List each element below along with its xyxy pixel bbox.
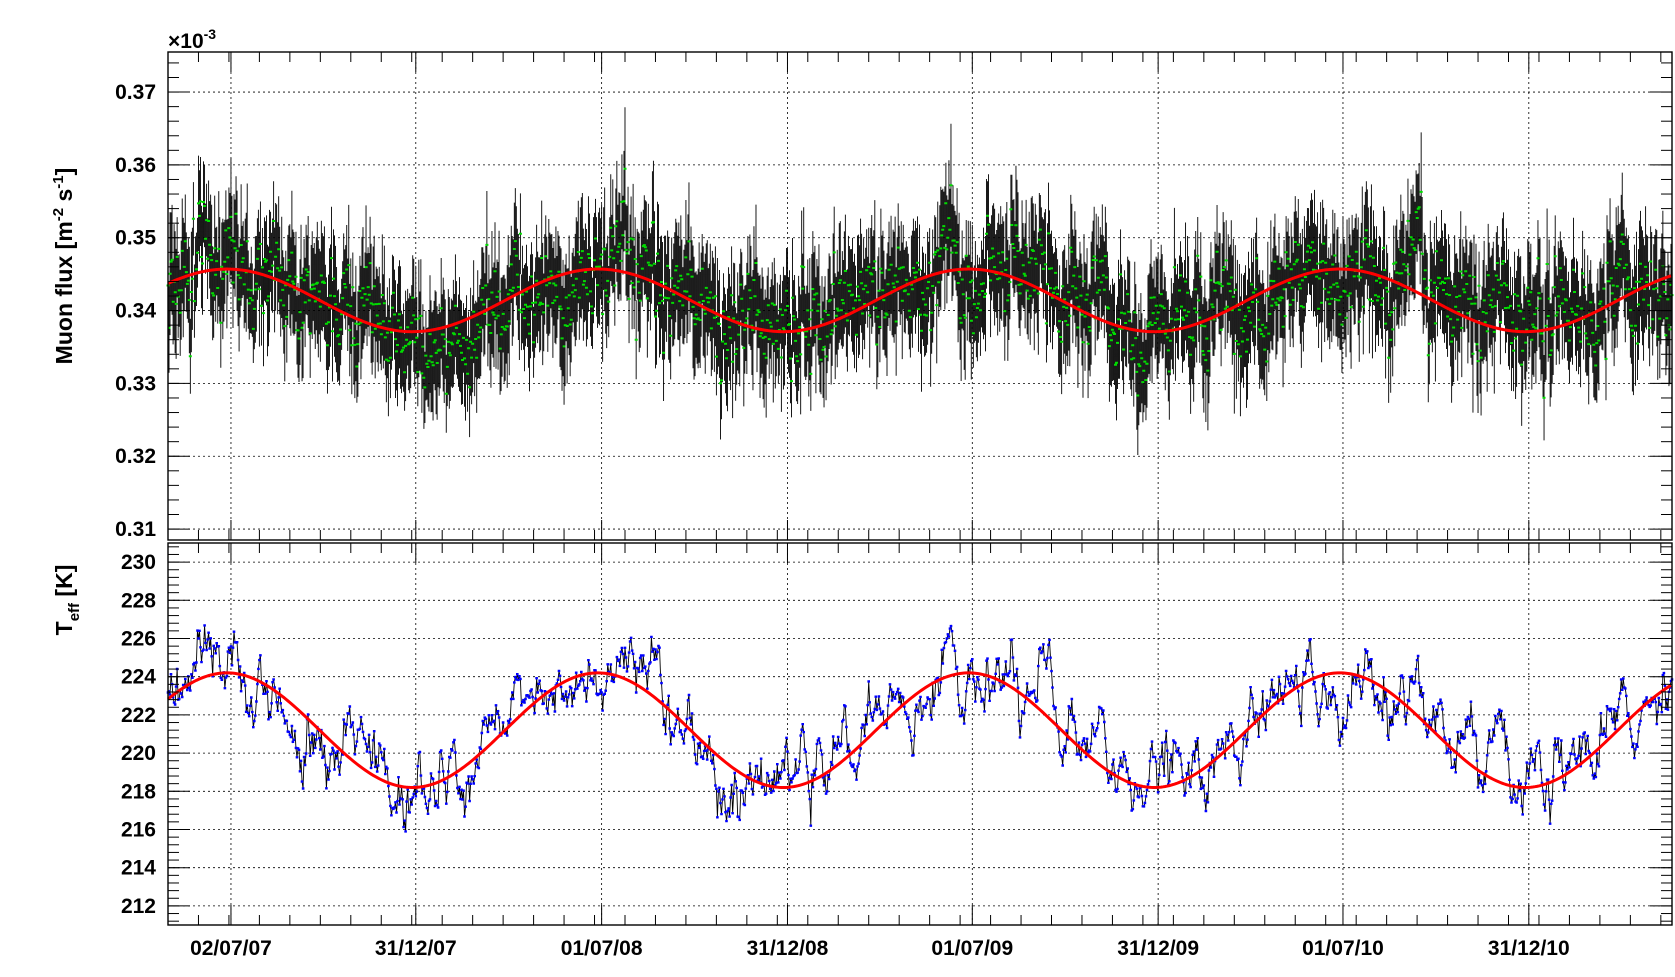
y-tick-label: 0.33	[115, 372, 156, 395]
x-tick-label: 31/12/09	[1117, 937, 1199, 960]
x-tick-label: 02/07/07	[190, 937, 272, 960]
teff-title-unit: [K]	[51, 565, 77, 603]
y-tick-label: 216	[121, 819, 156, 842]
teff-markers	[166, 624, 1674, 833]
teff-data	[166, 624, 1674, 833]
y-title-sup2: -1	[50, 175, 67, 188]
x-tick-label: 01/07/08	[561, 937, 643, 960]
y-multiplier: ×10-3	[168, 26, 216, 53]
muon-flux-error-bars	[167, 107, 1673, 455]
teff-series-line	[167, 624, 1673, 832]
y-tick-label: 0.31	[115, 518, 156, 541]
y-title-part2: s	[51, 189, 77, 208]
y-tick-label: 0.37	[115, 81, 156, 104]
teff-title-T: T	[51, 621, 77, 635]
muon-flux-ticks: 0.31 0.32 0.33 0.34 0.35 0.36 0.37	[115, 52, 1672, 541]
muon-flux-fit	[167, 267, 1672, 334]
teff-fit-curve	[167, 671, 1672, 789]
muon-flux-y-axis-title: Muon flux [m-2 s-1]	[50, 168, 77, 365]
y-tick-label: 0.36	[115, 154, 156, 177]
y-tick-label: 226	[121, 628, 156, 651]
muon-flux-fit-curve	[167, 267, 1672, 334]
x-tick-label: 31/12/10	[1488, 937, 1570, 960]
y-tick-label: 228	[121, 589, 156, 612]
muon-flux-panel: 0.31 0.32 0.33 0.34 0.35 0.36 0.37 ×10-3 Muon …	[50, 26, 1674, 541]
x-tick-label: 31/12/08	[747, 937, 829, 960]
y-title-sup1: -2	[50, 208, 67, 221]
muon-flux-frame	[167, 51, 1673, 541]
x-axis-tick-labels: 02/07/07 31/12/07 01/07/08 31/12/08 01/07/09…	[190, 937, 1570, 960]
y-multiplier-exponent: -3	[204, 26, 217, 42]
y-tick-label: 224	[121, 666, 156, 689]
x-tick-label: 01/07/09	[931, 937, 1013, 960]
y-title-part1: Muon flux [m	[51, 221, 77, 364]
y-tick-label: 214	[121, 857, 156, 880]
teff-panel: 212 214 216 218 220 222 224 226 228 230 Teff [K]	[51, 542, 1674, 926]
muon-flux-data	[166, 107, 1674, 455]
y-tick-label: 0.32	[115, 445, 156, 468]
y-title-part3: ]	[51, 168, 77, 176]
y-tick-label: 230	[121, 551, 156, 574]
x-tick-label: 01/07/10	[1302, 937, 1384, 960]
teff-grid	[168, 543, 1672, 925]
teff-fit	[167, 671, 1672, 789]
y-tick-label: 220	[121, 742, 156, 765]
teff-frame	[167, 542, 1673, 926]
y-tick-label: 222	[121, 704, 156, 727]
x-tick-label: 31/12/07	[375, 937, 457, 960]
y-tick-label: 212	[121, 895, 156, 918]
y-multiplier-base: ×10	[168, 30, 204, 53]
teff-title-sub: eff	[66, 602, 83, 621]
y-tick-label: 0.34	[115, 300, 156, 323]
teff-y-axis-title: Teff [K]	[51, 565, 83, 636]
y-tick-label: 218	[121, 780, 156, 803]
y-tick-label: 0.35	[115, 227, 156, 250]
teff-ticks: 212 214 216 218 220 222 224 226 228 230	[121, 543, 1672, 925]
